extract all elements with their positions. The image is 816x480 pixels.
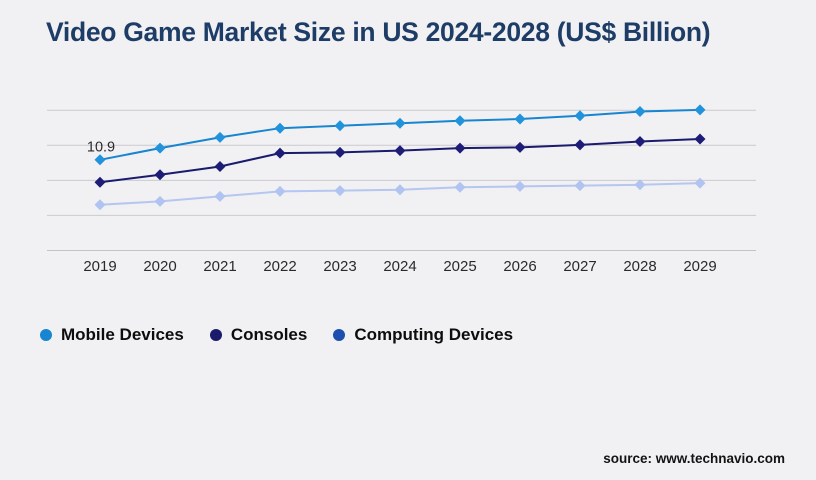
legend-label-mobile-devices: Mobile Devices bbox=[61, 325, 184, 344]
legend-dot-consoles-icon bbox=[209, 329, 222, 341]
legend-item-mobile-devices: Mobile Devices bbox=[40, 325, 184, 345]
legend-label-computing-devices: Computing Devices bbox=[354, 325, 514, 344]
x-tick-label: 2019 bbox=[83, 258, 116, 275]
x-tick-label: 2024 bbox=[383, 258, 416, 275]
x-tick-label: 2022 bbox=[263, 258, 296, 275]
x-tick-label: 2029 bbox=[683, 258, 716, 275]
legend-dot-mobile-devices-icon bbox=[40, 329, 52, 341]
source-attribution: source: www.technavio.com bbox=[603, 451, 785, 466]
chart-legend: Mobile Devices Consoles Computing Device… bbox=[40, 325, 513, 345]
x-tick-label: 2025 bbox=[443, 258, 476, 275]
data-point-label: 10.9 bbox=[87, 139, 115, 155]
series-markers-consoles bbox=[94, 133, 706, 188]
series-markers-computing-devices bbox=[94, 177, 706, 211]
x-tick-label: 2026 bbox=[503, 258, 536, 275]
series-markers-mobile-devices bbox=[94, 104, 706, 166]
x-tick-label: 2020 bbox=[143, 258, 176, 275]
legend-item-computing-devices: Computing Devices bbox=[333, 325, 513, 345]
x-tick-label: 2028 bbox=[623, 258, 656, 275]
x-tick-label: 2021 bbox=[203, 258, 236, 275]
chart-title: Video Game Market Size in US 2024-2028 (… bbox=[46, 17, 711, 47]
x-tick-label: 2027 bbox=[563, 258, 596, 275]
x-tick-label: 2023 bbox=[323, 258, 356, 275]
legend-dot-computing-devices-icon bbox=[333, 329, 346, 341]
legend-item-consoles: Consoles bbox=[209, 325, 308, 345]
legend-label-consoles: Consoles bbox=[230, 325, 308, 344]
